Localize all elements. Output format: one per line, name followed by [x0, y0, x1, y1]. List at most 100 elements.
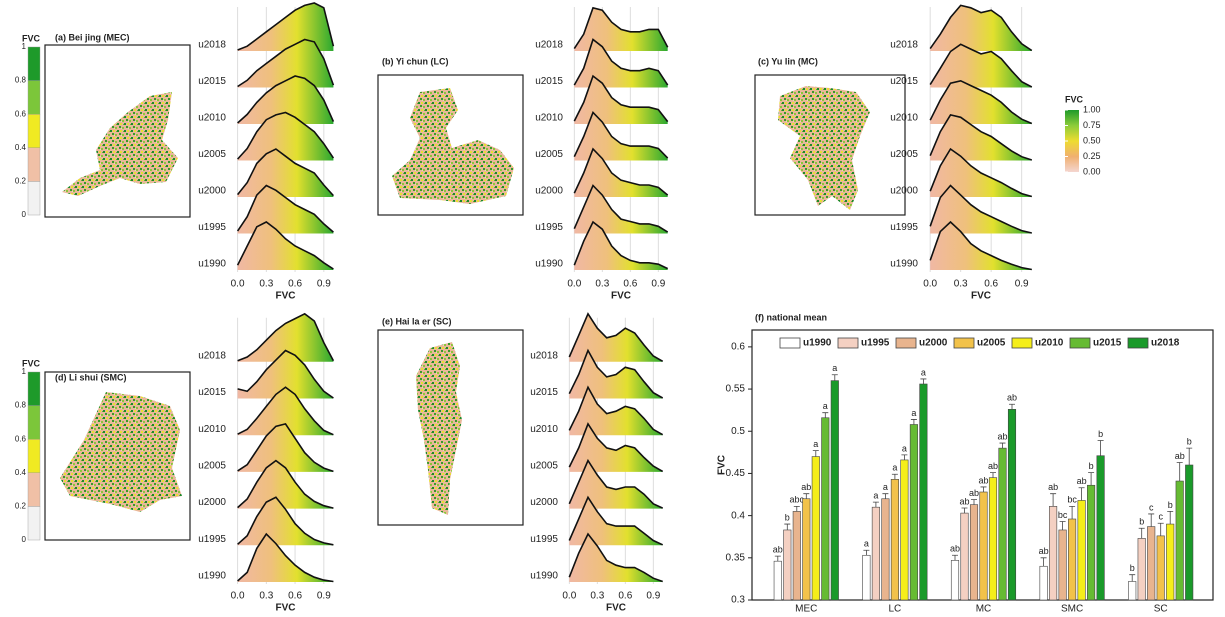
- y-tick-label: u2015: [198, 387, 226, 398]
- significance-letter: ab: [1175, 451, 1185, 461]
- error-bar: [971, 500, 977, 505]
- x-tick-label: 0.6: [288, 279, 302, 290]
- x-tick-label: 0.3: [259, 591, 273, 602]
- bar: [1185, 465, 1193, 600]
- y-tick-label: u2000: [890, 186, 918, 197]
- y-tick-label: u2005: [198, 461, 226, 472]
- x-tick-label: 0.6: [618, 591, 632, 602]
- y-tick-label: u2010: [530, 424, 558, 435]
- legend-label: u1990: [803, 338, 832, 349]
- x-tick-label: 0.3: [595, 279, 609, 290]
- error-bar: [911, 419, 917, 424]
- bar: [882, 499, 890, 600]
- bar: [1097, 456, 1105, 600]
- map-title: (b) Yi chun (LC): [382, 56, 449, 66]
- y-tick-label: u1990: [198, 571, 226, 582]
- error-bar: [822, 413, 828, 418]
- y-tick-label: u2005: [198, 149, 226, 160]
- map-area: [416, 342, 462, 515]
- bar: [1157, 536, 1165, 600]
- maps: [45, 45, 905, 540]
- legend-swatch: [28, 506, 40, 540]
- legend-label: 0.2: [15, 502, 27, 511]
- bar: [1138, 538, 1146, 600]
- error-bar: [981, 487, 987, 492]
- significance-letter: a: [921, 367, 926, 377]
- y-tick-label: u2000: [198, 186, 226, 197]
- error-bar: [901, 455, 907, 460]
- legend-label: 0.00: [1083, 166, 1101, 176]
- error-bar: [1079, 488, 1085, 501]
- x-tick-label: 0.9: [1015, 279, 1029, 290]
- significance-letter: a: [873, 491, 878, 501]
- legend-swatch: [28, 81, 40, 115]
- chart-title: (f) national mean: [755, 312, 827, 322]
- x-tick-label: 0.3: [590, 591, 604, 602]
- x-tick-label: 0.9: [646, 591, 660, 602]
- significance-letter: ab: [1048, 482, 1058, 492]
- y-tick-label: u2000: [198, 497, 226, 508]
- x-tick-label: 0.3: [954, 279, 968, 290]
- significance-letter: a: [864, 539, 869, 549]
- bar: [891, 479, 899, 600]
- chart-panel: (a) Bei jing (MEC)0.00.30.60.9FVCu2018u2…: [15, 3, 334, 302]
- y-tick-label: 0.4: [731, 510, 745, 521]
- significance-letter: a: [902, 443, 907, 453]
- y-tick-label: u1990: [890, 259, 918, 270]
- y-tick-label: u2000: [535, 186, 563, 197]
- map-area: [778, 86, 870, 210]
- legend-label: 1: [22, 42, 27, 51]
- y-tick-label: u2015: [535, 76, 563, 87]
- significance-letter: a: [892, 463, 897, 473]
- significance-letter: ab: [1077, 476, 1087, 486]
- bar: [989, 478, 997, 600]
- y-tick-label: u2005: [890, 149, 918, 160]
- legend-label: 0.8: [15, 76, 27, 85]
- significance-letter: a: [813, 439, 818, 449]
- y-tick-label: u2000: [530, 497, 558, 508]
- significance-letter: a: [883, 482, 888, 492]
- bar: [920, 384, 928, 600]
- legend-label: u2018: [1151, 338, 1180, 349]
- bar: [1078, 500, 1086, 600]
- bar: [1049, 506, 1057, 600]
- error-bar: [863, 550, 869, 555]
- legend-swatch: [28, 47, 40, 81]
- map-title: (e) Hai la er (SC): [382, 316, 452, 326]
- x-tick-label: MC: [976, 604, 992, 615]
- legend-swatch: [1012, 338, 1032, 348]
- x-tick-label: 0.9: [317, 279, 331, 290]
- significance-letter: ab: [1039, 546, 1049, 556]
- bar: [1128, 581, 1136, 600]
- legend-label: u2010: [1035, 338, 1064, 349]
- chart-panel: (e) Hai la er (SC)0.00.30.60.9FVCu2018u2…: [382, 314, 663, 614]
- bar: [803, 499, 811, 600]
- bar: [999, 448, 1007, 600]
- error-bar: [990, 473, 996, 478]
- legend-swatch: [28, 406, 40, 440]
- error-bar: [873, 502, 879, 507]
- error-bar: [1167, 511, 1173, 524]
- error-bar: [1060, 522, 1066, 530]
- y-tick-label: u1995: [198, 222, 226, 233]
- x-axis-title: FVC: [971, 291, 991, 302]
- significance-letter: ab: [997, 431, 1007, 441]
- x-tick-label: 0.0: [923, 279, 937, 290]
- legend-swatch: [28, 473, 40, 507]
- x-axis-title: FVC: [606, 603, 626, 614]
- x-axis-title: FVC: [276, 603, 296, 614]
- error-bar: [1148, 514, 1154, 527]
- bar: [1166, 524, 1174, 600]
- significance-letter: ab: [988, 461, 998, 471]
- legend-swatch: [28, 372, 40, 406]
- legend-label: 0.75: [1083, 120, 1101, 130]
- error-bar: [952, 555, 958, 560]
- legend-swatch: [1128, 338, 1148, 348]
- significance-letter: bc: [1067, 495, 1077, 505]
- x-tick-label: 0.0: [562, 591, 576, 602]
- bar: [822, 418, 830, 600]
- significance-letter: b: [1168, 500, 1173, 510]
- legend-swatch: [28, 114, 40, 148]
- y-tick-label: 0.5: [731, 426, 745, 437]
